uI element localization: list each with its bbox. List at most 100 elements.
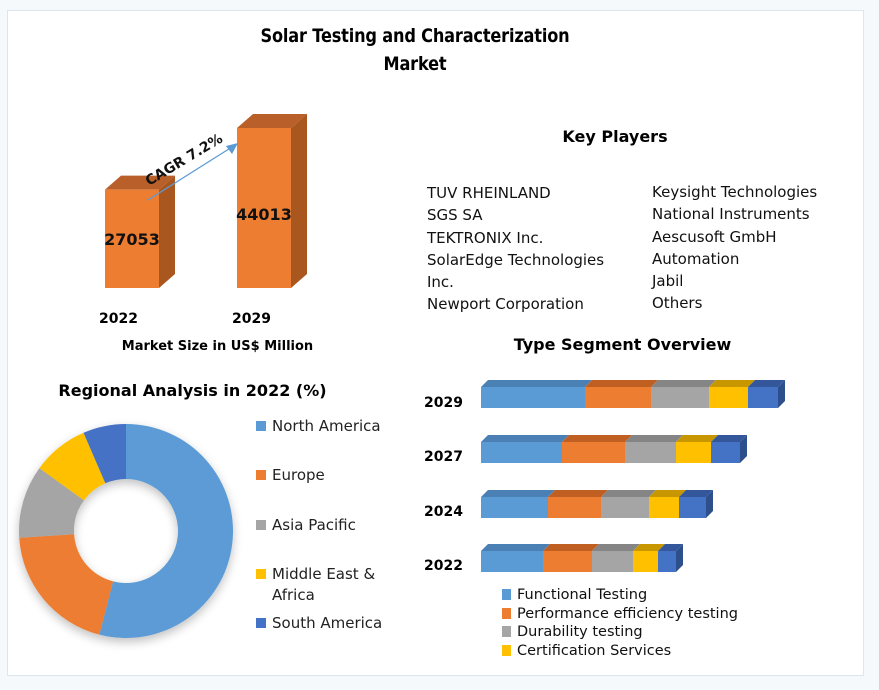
segment-bar-top bbox=[748, 380, 785, 387]
donut-slice bbox=[19, 468, 84, 538]
segment-bar-part bbox=[543, 551, 592, 572]
market-bar: 44013 bbox=[236, 114, 307, 288]
title-line-1: Solar Testing and Characterization bbox=[260, 25, 570, 47]
segment-year-label: 2022 bbox=[424, 558, 463, 574]
segment-bar-part bbox=[651, 387, 709, 408]
legend-swatch-icon bbox=[502, 626, 511, 638]
donut-slice bbox=[19, 534, 114, 635]
cagr-arrow-line bbox=[147, 146, 233, 201]
legend-label: Performance efficiency testing bbox=[517, 605, 738, 622]
segment-bar bbox=[481, 435, 747, 463]
legend-label: South America bbox=[272, 614, 383, 632]
segment-bar bbox=[481, 544, 683, 572]
legend-swatch-icon bbox=[256, 618, 266, 628]
segment-legend-item: Durability testing bbox=[502, 623, 738, 642]
segment-bar-top bbox=[633, 544, 665, 551]
market-bar-side bbox=[159, 175, 175, 288]
legend-swatch-icon bbox=[256, 569, 266, 579]
segment-bar-part bbox=[585, 387, 651, 408]
regional-donut-chart bbox=[19, 424, 234, 638]
segment-legend-item: Performance efficiency testing bbox=[502, 605, 738, 624]
segment-bar-part bbox=[592, 551, 633, 572]
segment-bar-top bbox=[649, 490, 686, 497]
segment-bar-top bbox=[679, 490, 713, 497]
legend-swatch-icon bbox=[502, 607, 511, 619]
legend-label: Certification Services bbox=[517, 643, 672, 660]
cagr-arrow-head-icon bbox=[226, 143, 238, 154]
regional-legend-item: Asia Pacific bbox=[256, 516, 356, 534]
key-player: Newport Corporation bbox=[427, 295, 584, 314]
segment-bar-top bbox=[625, 435, 683, 442]
segment-bar-part bbox=[709, 387, 748, 408]
key-player: Jabil bbox=[652, 272, 684, 291]
market-bar-side bbox=[291, 114, 307, 288]
key-players-left: TUV RHEINLAND SGS SA TEKTRONIX Inc. Sola… bbox=[427, 182, 604, 316]
key-player: National Instruments bbox=[652, 205, 810, 224]
type-segment-title: Type Segment Overview bbox=[513, 335, 732, 354]
market-value-label: 44013 bbox=[236, 205, 292, 224]
segment-bar-part bbox=[481, 497, 548, 518]
donut-slice bbox=[99, 424, 234, 638]
legend-label: Durability testing bbox=[517, 624, 643, 641]
segment-bar-top bbox=[651, 380, 716, 387]
segment-bar-side bbox=[706, 490, 713, 518]
key-player: Automation bbox=[652, 249, 740, 268]
market-bar-front bbox=[237, 128, 291, 288]
segment-year-label: 2024 bbox=[424, 504, 463, 520]
segment-bar-top bbox=[562, 435, 632, 442]
segment-bar-part bbox=[625, 442, 676, 463]
legend-swatch-icon bbox=[256, 421, 266, 431]
segment-bar-part bbox=[562, 442, 625, 463]
segment-bar-part bbox=[481, 387, 585, 408]
page-title: Solar Testing and Characterization Marke… bbox=[258, 22, 573, 78]
segment-bar-top bbox=[709, 380, 755, 387]
segment-bar-top bbox=[481, 380, 592, 387]
segment-bar-top bbox=[481, 435, 569, 442]
legend-label-continued: Africa bbox=[272, 586, 315, 604]
segment-legend: Functional Testing Performance efficienc… bbox=[502, 586, 738, 661]
key-players-title: Key Players bbox=[562, 127, 668, 146]
legend-swatch-icon bbox=[502, 589, 511, 600]
segment-bar-part bbox=[481, 442, 562, 463]
segment-bar-top bbox=[592, 544, 640, 551]
market-size-axis-label: Market Size in US$ Million bbox=[121, 339, 314, 354]
key-player: Keysight Technologies bbox=[652, 183, 818, 201]
segment-bar-top bbox=[585, 380, 658, 387]
key-player: SolarEdge Technologies bbox=[427, 250, 605, 269]
segment-year-label: 2029 bbox=[424, 395, 463, 411]
market-bar-front bbox=[105, 189, 159, 288]
segment-bar-top bbox=[548, 490, 608, 497]
key-player: Aescusoft GmbH bbox=[652, 227, 777, 246]
segment-bar-side bbox=[778, 380, 785, 408]
segment-bar-part bbox=[658, 551, 676, 572]
segment-bar-top bbox=[676, 435, 718, 442]
segment-year-label: 2027 bbox=[424, 449, 463, 465]
segment-bar-top bbox=[711, 435, 747, 442]
legend-label: Functional Testing bbox=[517, 587, 648, 603]
regional-analysis-title: Regional Analysis in 2022 (%) bbox=[58, 381, 327, 400]
market-year-2029: 2029 bbox=[232, 311, 271, 327]
segment-bar-part bbox=[481, 551, 543, 572]
key-player: SGS SA bbox=[427, 206, 483, 225]
segment-bar-part bbox=[633, 551, 658, 572]
segment-bar-top bbox=[543, 544, 599, 551]
segment-bar-top bbox=[481, 544, 550, 551]
segment-bar-side bbox=[676, 544, 683, 572]
segment-bar-top bbox=[481, 490, 555, 497]
key-player: Others bbox=[652, 294, 703, 313]
market-year-2022: 2022 bbox=[99, 311, 138, 327]
regional-legend-item: Europe bbox=[256, 466, 325, 484]
legend-label: Europe bbox=[272, 466, 325, 484]
key-player: Inc. bbox=[427, 273, 454, 292]
segment-bar-part bbox=[548, 497, 601, 518]
segment-bar-top bbox=[658, 544, 683, 551]
segment-bar-part bbox=[601, 497, 649, 518]
key-player: TUV RHEINLAND bbox=[427, 184, 551, 202]
segment-legend-item: Functional Testing bbox=[502, 586, 738, 605]
title-line-2: Market bbox=[383, 53, 447, 75]
segment-bar-side bbox=[740, 435, 747, 463]
legend-swatch-icon bbox=[502, 645, 511, 657]
market-value-label: 27053 bbox=[104, 230, 160, 249]
